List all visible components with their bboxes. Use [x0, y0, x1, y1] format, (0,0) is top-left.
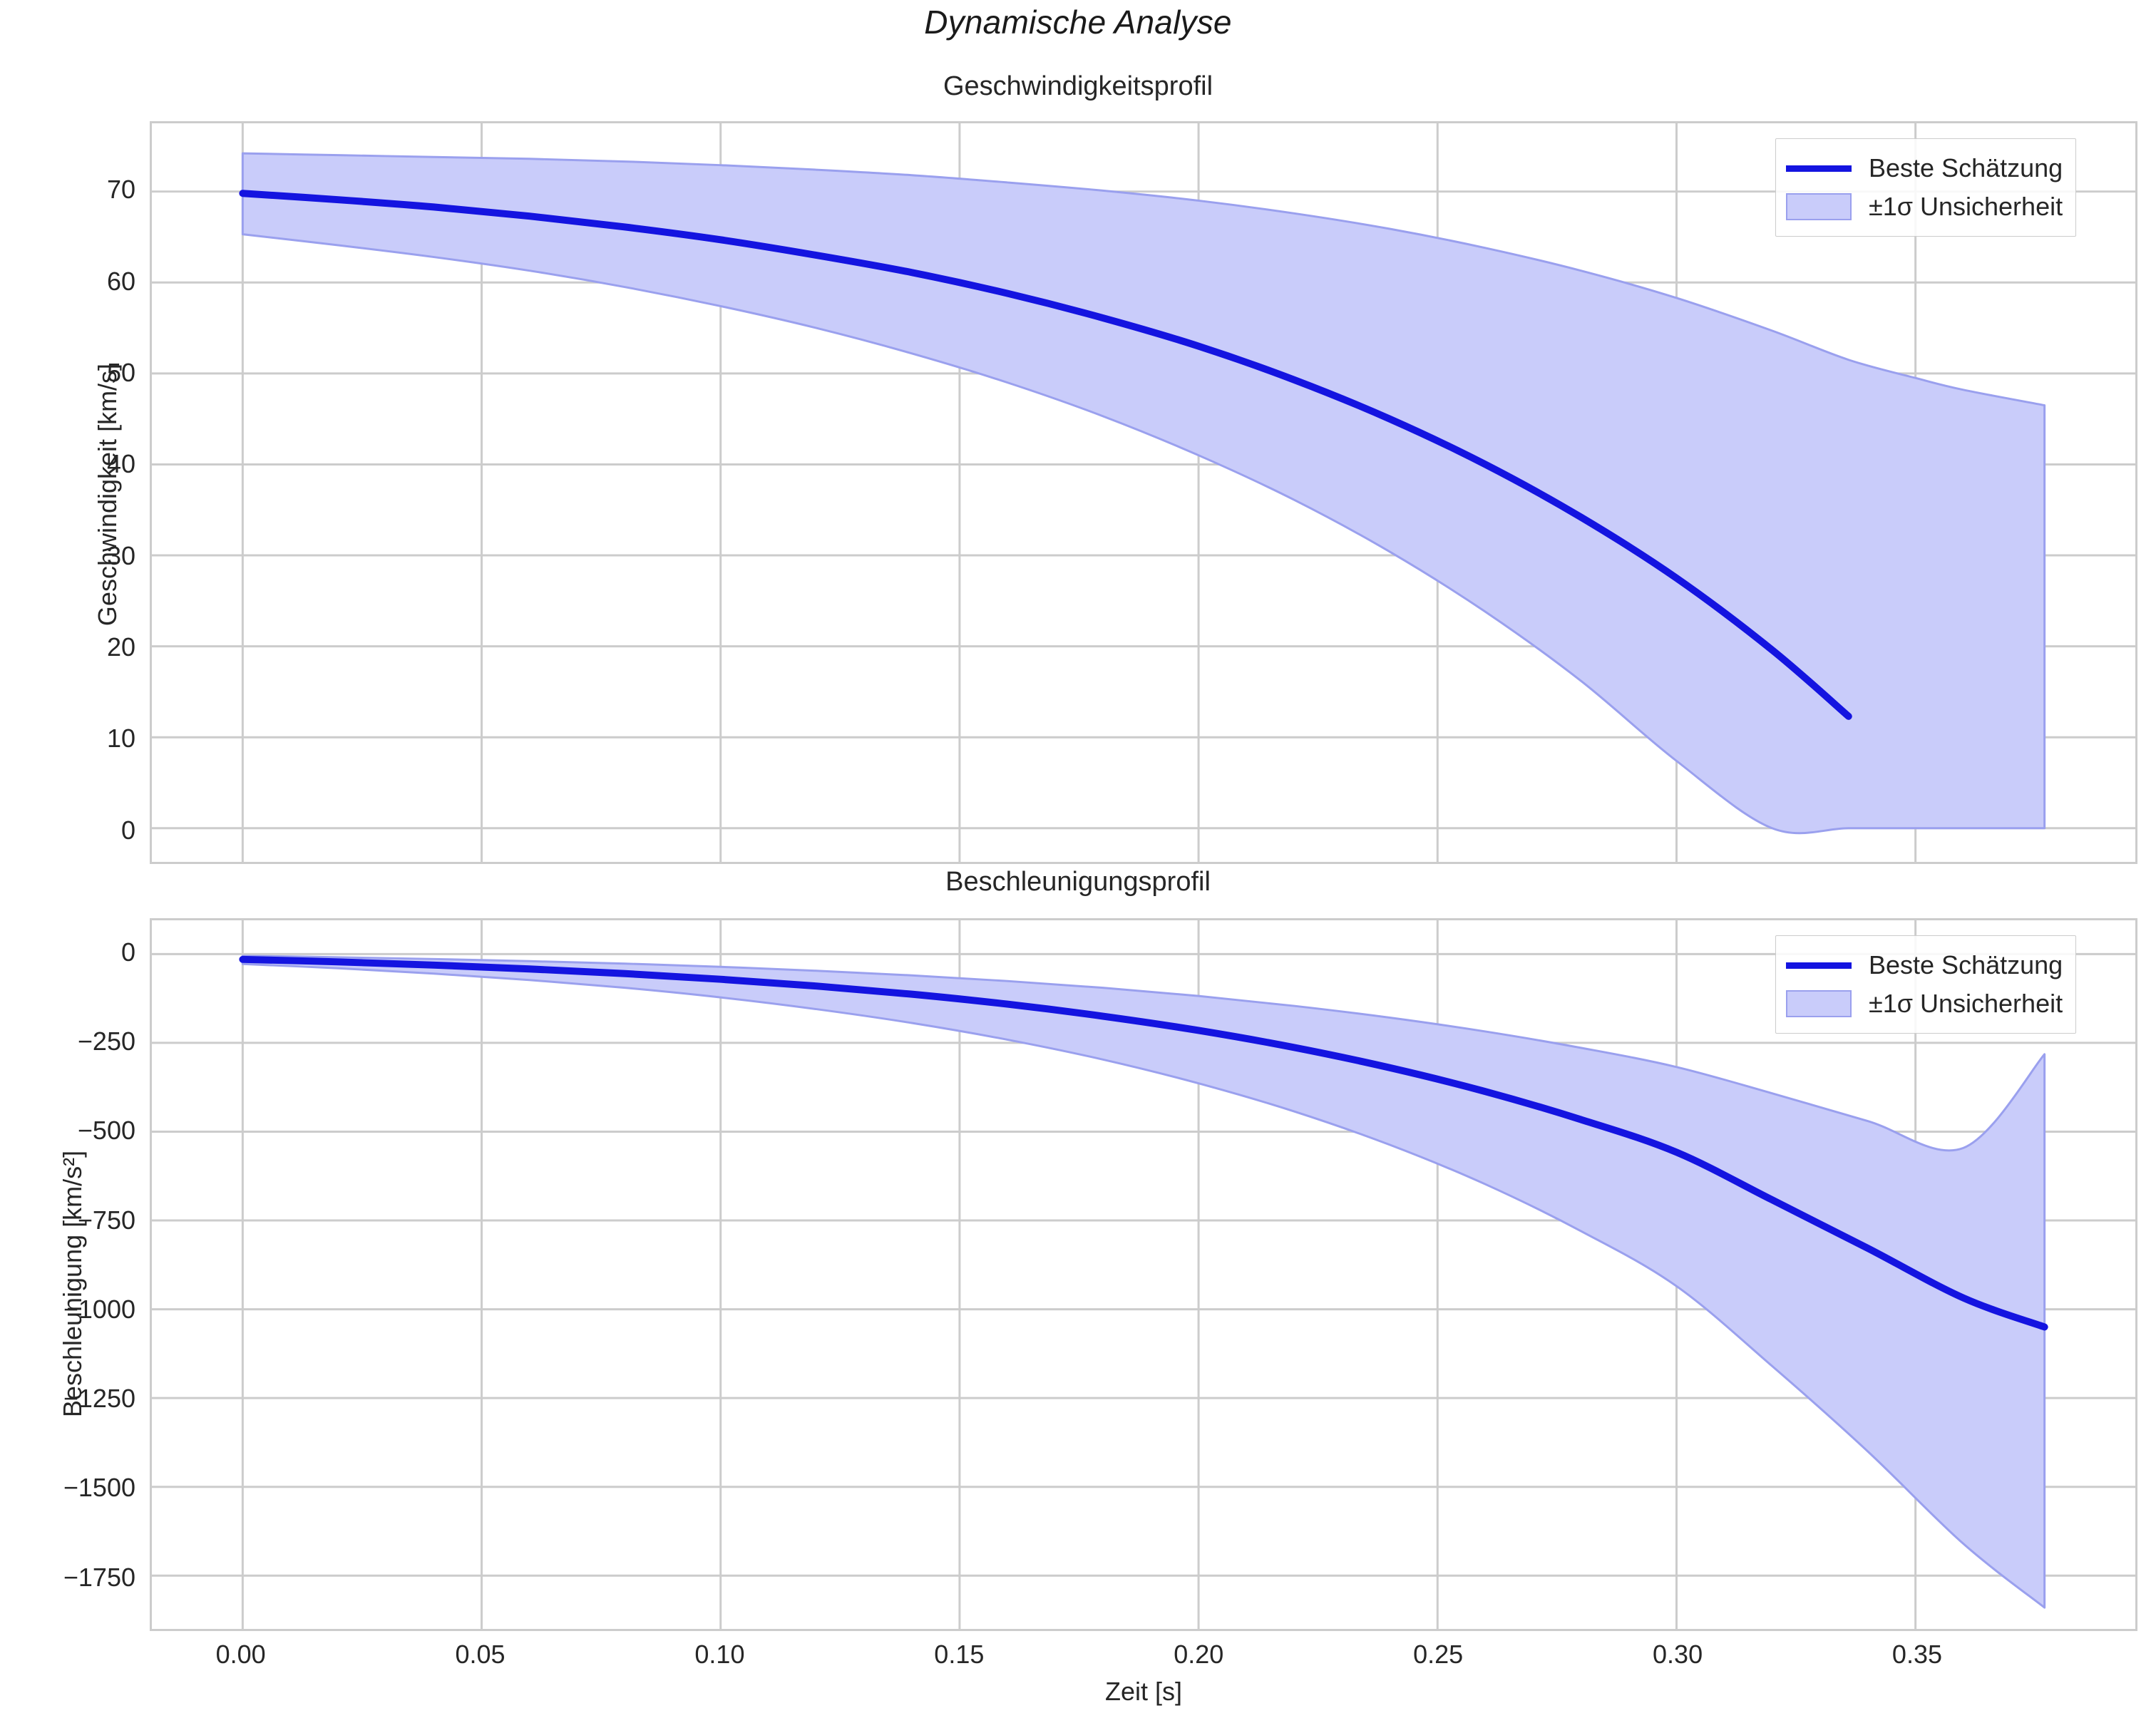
acceleration-plot-area [150, 918, 2137, 1631]
x-tick-label: 0.15 [934, 1640, 985, 1669]
y-tick-label: 20 [106, 632, 135, 662]
y-tick-label: −1750 [63, 1562, 135, 1592]
y-tick-label: 40 [106, 449, 135, 479]
y-tick-label: −1000 [63, 1294, 135, 1324]
acceleration-legend: Beste Schätzung ±1σ Unsicherheit [1775, 935, 2077, 1034]
y-tick-label: 60 [106, 266, 135, 296]
x-tick-label: 0.35 [1891, 1640, 1943, 1669]
y-tick-label: −1500 [63, 1473, 135, 1503]
legend-entry-line: Beste Schätzung [1786, 946, 2063, 984]
x-tick-label: 0.25 [1413, 1640, 1464, 1669]
y-tick-label: −750 [77, 1205, 135, 1235]
legend-line-swatch-icon [1786, 165, 1852, 172]
y-tick-label: 50 [106, 357, 135, 387]
x-tick-label: 0.20 [1174, 1640, 1224, 1669]
acceleration-plot-svg [152, 920, 2135, 1629]
y-tick-label: −500 [77, 1116, 135, 1146]
subplot-title-acceleration: Beschleunigungsprofil [945, 867, 1211, 897]
y-tick-label: 30 [106, 540, 135, 570]
shared-x-tick-labels: 0.00 0.05 0.10 0.15 0.20 0.25 0.30 0.35 [150, 1631, 2137, 1674]
figure-suptitle: Dynamische Analyse [924, 4, 1232, 41]
legend-band-swatch-icon [1786, 990, 1852, 1017]
velocity-y-axis-label: Geschwindigkeit [km/s] [93, 363, 122, 627]
x-tick-label: 0.30 [1653, 1640, 1703, 1669]
legend-line-label: Beste Schätzung [1869, 153, 2063, 182]
legend-line-swatch-icon [1786, 962, 1852, 969]
y-tick-label: 0 [120, 815, 135, 845]
legend-entry-band: ±1σ Unsicherheit [1786, 984, 2063, 1023]
x-tick-label: 0.05 [455, 1640, 505, 1669]
legend-band-label: ±1σ Unsicherheit [1869, 192, 2063, 221]
x-tick-label: 0.00 [215, 1640, 266, 1669]
legend-band-label: ±1σ Unsicherheit [1869, 989, 2063, 1018]
legend-entry-band: ±1σ Unsicherheit [1786, 187, 2063, 226]
y-tick-label: 70 [106, 175, 135, 205]
velocity-legend: Beste Schätzung ±1σ Unsicherheit [1775, 138, 2077, 237]
y-tick-label: 0 [120, 937, 135, 967]
velocity-y-tick-labels: 0 10 20 30 40 50 60 70 [7, 121, 135, 864]
x-tick-label: 0.10 [694, 1640, 745, 1669]
acceleration-y-axis-label: Beschleunigung [km/s²] [58, 1150, 87, 1418]
legend-entry-line: Beste Schätzung [1786, 149, 2063, 187]
velocity-plot-svg [152, 123, 2135, 862]
y-tick-label: −1250 [63, 1384, 135, 1414]
y-tick-label: −250 [77, 1026, 135, 1056]
acceleration-y-tick-labels: 0 −250 −500 −750 −1000 −1250 −1500 −1750 [7, 918, 135, 1631]
legend-band-swatch-icon [1786, 193, 1852, 220]
x-axis-label: Zeit [s] [1104, 1677, 1183, 1706]
y-tick-label: 10 [106, 724, 135, 754]
legend-line-label: Beste Schätzung [1869, 950, 2063, 979]
velocity-plot-area [150, 121, 2137, 864]
subplot-title-velocity: Geschwindigkeitsprofil [943, 71, 1213, 101]
